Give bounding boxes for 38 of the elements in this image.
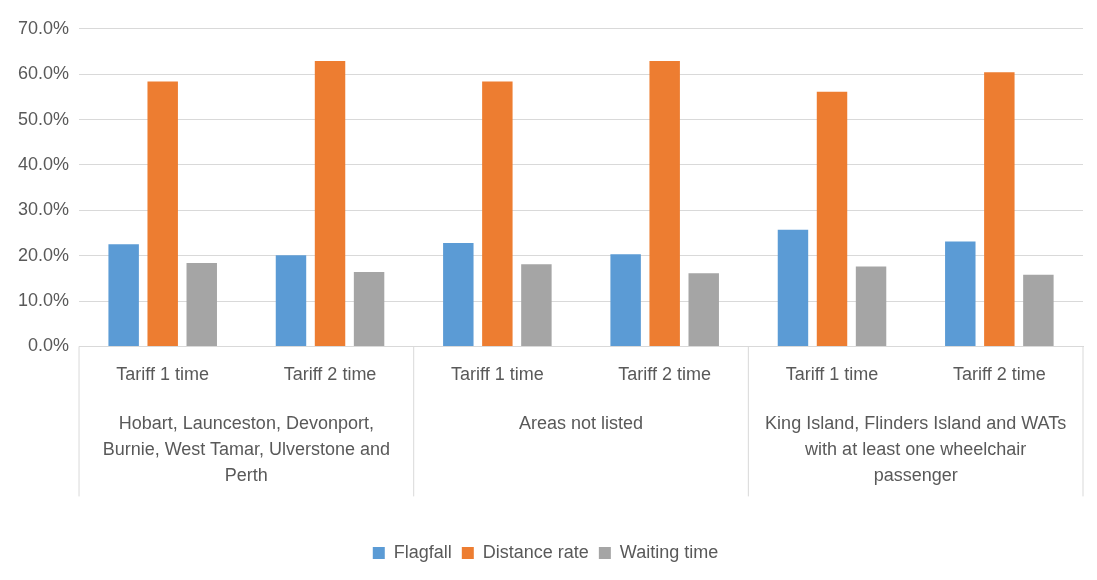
y-tick-label: 60.0% — [17, 63, 70, 84]
y-tick-label: 40.0% — [17, 153, 70, 174]
bar — [314, 61, 346, 346]
x-tick-label: Tariff 2 time — [283, 364, 377, 385]
bar — [688, 273, 719, 346]
bar — [945, 241, 976, 346]
y-tick-label: 30.0% — [17, 199, 70, 220]
y-tick-label: 10.0% — [17, 290, 70, 310]
bar — [984, 72, 1015, 346]
bar — [482, 81, 513, 346]
bar — [443, 242, 474, 346]
x-tick-label: Tariff 1 time — [451, 364, 544, 385]
legend-label: Distance rate — [482, 541, 589, 562]
x-tick-label: Tariff 1 time — [116, 364, 210, 385]
bar — [353, 271, 385, 346]
legend-label: Flagfall — [393, 541, 452, 562]
legend-label: Waiting time — [619, 541, 719, 562]
bar — [186, 262, 217, 346]
x-tick-label: Tariff 2 time — [618, 364, 712, 385]
bar — [610, 254, 641, 346]
text: Areas not listed — [518, 413, 644, 434]
text: King Island, Flinders Island and WATs with at least one wheelchair passenger — [765, 413, 1067, 486]
bar — [275, 255, 307, 346]
bar — [108, 244, 139, 346]
bar — [1023, 274, 1054, 346]
bar — [521, 264, 552, 346]
y-tick-label: 50.0% — [17, 108, 70, 129]
y-tick-label: 0.0% — [28, 335, 70, 356]
bar — [649, 61, 680, 346]
text: Hobart, Launceston, Devonport, Burnie, West Tamar, Ulverstone and Perth — [102, 413, 391, 486]
x-tick-label: Tariff 1 time — [785, 364, 879, 385]
x-tick-label: Tariff 2 time — [952, 364, 1046, 385]
bar — [777, 229, 809, 346]
bar — [855, 266, 887, 346]
bar — [147, 81, 178, 346]
y-tick-label: 20.0% — [17, 244, 70, 265]
bar — [816, 91, 848, 346]
y-tick-label: 70.0% — [17, 17, 70, 38]
